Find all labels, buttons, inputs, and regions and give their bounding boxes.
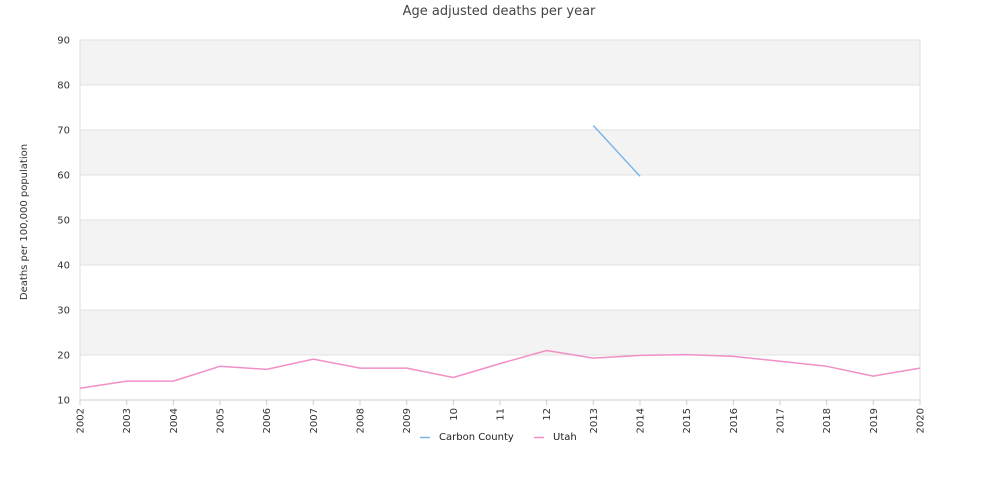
y-tick-label: 60 — [57, 171, 70, 182]
y-tick-label: 20 — [57, 351, 70, 362]
x-tick-label: 2004 — [169, 408, 180, 433]
legend-item-carbon-county[interactable]: Carbon County — [420, 432, 514, 443]
x-tick-label: 2005 — [216, 408, 227, 433]
x-tick-label: 2013 — [589, 408, 600, 433]
legend-label: Carbon County — [439, 432, 514, 443]
plot-band — [80, 310, 920, 355]
x-tick-label: 2019 — [869, 408, 880, 433]
plot-band — [80, 40, 920, 85]
x-tick-label: 2020 — [916, 408, 927, 433]
series-lines — [79, 124, 921, 390]
x-tick-label: 2018 — [822, 408, 833, 433]
x-tick-label: 2015 — [682, 408, 693, 433]
legend-label: Utah — [553, 432, 577, 443]
y-tick-label: 90 — [57, 36, 70, 47]
x-tick-label: 2006 — [262, 408, 273, 433]
plot-band — [80, 220, 920, 265]
legend-item-utah[interactable]: Utah — [534, 432, 577, 443]
x-tick-label: 10 — [449, 408, 460, 421]
x-tick-label: 2007 — [309, 408, 320, 433]
y-tick-label: 50 — [57, 216, 70, 227]
legend[interactable]: Carbon County Utah — [420, 432, 577, 443]
chart-title: Age adjusted deaths per year — [403, 4, 596, 19]
x-tick-label: 2016 — [729, 408, 740, 433]
plot-band — [80, 130, 920, 175]
y-axis-ticks: 10 20 30 40 50 60 70 80 90 — [57, 36, 70, 407]
x-tick-label: 11 — [496, 408, 507, 421]
plot-bands — [80, 40, 920, 400]
plot-band — [80, 355, 920, 400]
y-tick-label: 10 — [57, 396, 70, 407]
x-tick-label: 2014 — [636, 408, 647, 433]
plot-band — [80, 85, 920, 130]
plot-band — [80, 265, 920, 310]
y-tick-label: 40 — [57, 261, 70, 272]
series-line-carbon-county — [592, 124, 641, 177]
x-axis-ticks: 2002 2003 2004 2005 2006 2007 2008 2009 10 11 12 20… — [76, 400, 927, 433]
x-tick-label: 2009 — [402, 408, 413, 433]
y-axis-label: Deaths per 100,000 population — [19, 144, 30, 300]
x-tick-label: 2002 — [76, 408, 87, 433]
y-tick-label: 80 — [57, 81, 70, 92]
plot-band — [80, 175, 920, 220]
x-tick-label: 12 — [542, 408, 553, 421]
y-tick-label: 30 — [57, 306, 70, 317]
x-tick-label: 2003 — [122, 408, 133, 433]
x-tick-label: 2017 — [776, 408, 787, 433]
x-tick-label: 2008 — [356, 408, 367, 433]
series-line-utah — [79, 349, 921, 390]
y-tick-label: 70 — [57, 126, 70, 137]
